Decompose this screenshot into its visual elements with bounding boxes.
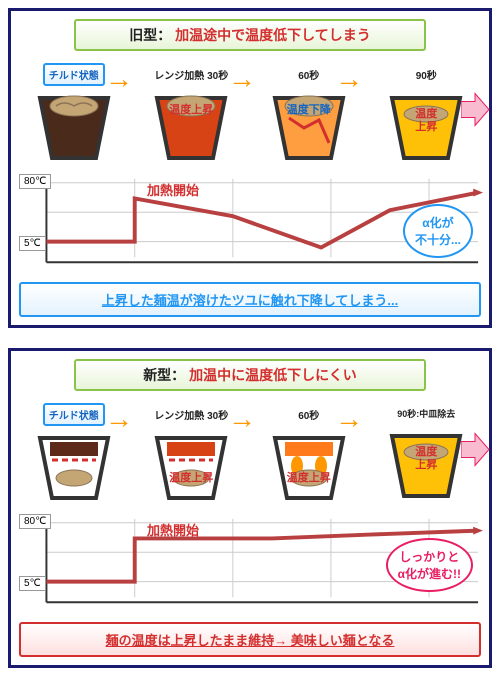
heat-start-label: 加熱開始 xyxy=(147,180,199,199)
stage-label: チルド状態 xyxy=(43,403,105,426)
chart-new: 80℃ 5℃ 加熱開始 しっかりとα化が進む!! xyxy=(17,508,483,618)
ylabel-80: 80℃ xyxy=(19,174,51,189)
panel-new: 新型： 加温中に温度低下しにくい チルド状態 → レンジ加熱 30秒 温度上昇 … xyxy=(8,348,492,668)
stages-old: チルド状態 → レンジ加熱 30秒 温度上昇 → 60秒 温度下降 → 90秒 xyxy=(15,59,485,164)
footer-old: 上昇した麺温が溶けたツユに触れ下降してしまう... xyxy=(19,282,481,317)
stages-new: チルド状態 → レンジ加熱 30秒 温度上昇 → 60秒 温度上昇 → 90秒:… xyxy=(15,399,485,504)
cup-overlay: 温度上昇 xyxy=(287,472,331,485)
ylabel-80: 80℃ xyxy=(19,514,51,529)
cup-overlay: 温度下降 xyxy=(287,104,331,117)
header-prefix: 新型： xyxy=(143,367,185,383)
header-text: 加温中に温度低下しにくい xyxy=(185,367,357,383)
cup-3: 温度上昇 xyxy=(386,426,466,498)
arrow-icon: → xyxy=(105,403,133,435)
stage-label: 60秒 xyxy=(292,63,325,86)
cup-1: 温度上昇 xyxy=(151,428,231,500)
ylabel-5: 5℃ xyxy=(19,576,46,591)
chart-old: 80℃ 5℃ 加熱開始 α化が不十分... xyxy=(17,168,483,278)
cup-2: 温度上昇 xyxy=(269,428,349,500)
cup-2: 温度下降 xyxy=(269,88,349,160)
cup-0 xyxy=(34,88,114,160)
arrow-icon: → xyxy=(228,63,256,95)
big-arrow-icon xyxy=(461,89,491,134)
cup-overlay: 温度上昇 xyxy=(415,108,437,134)
stage-label: レンジ加熱 30秒 xyxy=(148,403,234,426)
header-prefix: 旧型： xyxy=(129,27,171,43)
ylabel-5: 5℃ xyxy=(19,236,46,251)
cup-overlay: 温度上昇 xyxy=(415,446,437,472)
panel-old: 旧型： 加温途中で温度低下してしまう チルド状態 → レンジ加熱 30秒 温度上… xyxy=(8,8,492,328)
stage-label: 90秒:中皿除去 xyxy=(391,403,461,424)
cup-overlay: 温度上昇 xyxy=(169,104,213,117)
header-new: 新型： 加温中に温度低下しにくい xyxy=(74,359,427,391)
heat-start-label: 加熱開始 xyxy=(147,520,199,539)
callout-old: α化が不十分... xyxy=(403,204,473,258)
header-text: 加温途中で温度低下してしまう xyxy=(171,27,370,43)
stage-label: チルド状態 xyxy=(43,63,105,86)
cup-3: 温度上昇 xyxy=(386,88,466,160)
arrow-icon: → xyxy=(335,403,363,435)
big-arrow-icon xyxy=(461,429,491,474)
cup-1: 温度上昇 xyxy=(151,88,231,160)
arrow-icon: → xyxy=(335,63,363,95)
cup-0 xyxy=(34,428,114,500)
arrow-icon: → xyxy=(228,403,256,435)
arrow-icon: → xyxy=(105,63,133,95)
callout-new: しっかりとα化が進む!! xyxy=(386,538,473,592)
header-old: 旧型： 加温途中で温度低下してしまう xyxy=(74,19,427,51)
footer-new: 麺の温度は上昇したまま維持→ 美味しい麺となる xyxy=(19,622,481,657)
stage-label: 60秒 xyxy=(292,403,325,426)
stage-label: 90秒 xyxy=(410,63,443,86)
stage-label: レンジ加熱 30秒 xyxy=(148,63,234,86)
cup-overlay: 温度上昇 xyxy=(169,472,213,485)
